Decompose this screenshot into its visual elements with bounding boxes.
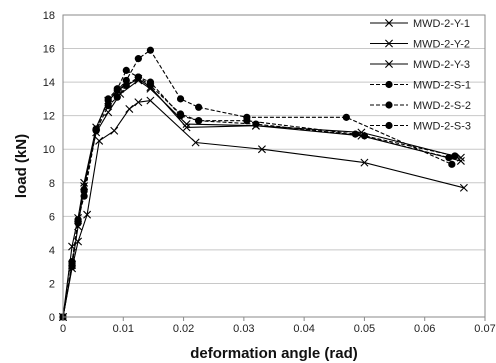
data-point xyxy=(122,76,130,85)
legend-marker xyxy=(385,39,393,48)
data-point xyxy=(74,219,82,227)
x-tick-label: 0.05 xyxy=(354,323,375,335)
data-point xyxy=(176,95,185,103)
data-point xyxy=(459,183,468,192)
legend-marker xyxy=(385,19,393,27)
series-MWD-2-S-3 xyxy=(59,66,459,321)
data-point xyxy=(95,136,104,145)
x-tick-label: 0.04 xyxy=(293,323,314,335)
x-tick-label: 0.02 xyxy=(173,323,194,335)
legend-label: MWD-2-S-2 xyxy=(413,100,471,112)
data-point xyxy=(176,112,185,120)
legend-item: MWD-2-Y-3 xyxy=(370,59,470,71)
y-tick-label: 2 xyxy=(49,278,55,290)
series-layer xyxy=(59,46,468,321)
y-tick-label: 18 xyxy=(43,10,55,22)
data-point xyxy=(125,104,134,113)
data-point xyxy=(110,126,119,135)
legend-marker xyxy=(385,101,393,109)
data-point xyxy=(342,113,350,121)
y-axis-title: load (kN) xyxy=(13,134,30,198)
series-line xyxy=(62,76,449,318)
series-MWD-2-S-1 xyxy=(59,46,456,321)
data-point xyxy=(351,130,359,138)
x-tick-label: 0.03 xyxy=(233,323,254,335)
y-tick-label: 0 xyxy=(49,312,55,324)
series-line xyxy=(62,100,465,318)
legend-item: MWD-2-S-1 xyxy=(370,80,471,92)
data-point xyxy=(445,154,453,162)
data-point xyxy=(451,152,459,160)
data-point xyxy=(252,120,260,128)
series-MWD-2-Y-1 xyxy=(59,96,468,321)
x-axis-title: deformation angle (rad) xyxy=(190,345,358,362)
data-point xyxy=(80,192,88,200)
data-point xyxy=(182,120,191,129)
data-point xyxy=(113,93,121,101)
legend-item: MWD-2-S-2 xyxy=(370,100,471,112)
data-point xyxy=(243,117,251,125)
data-point xyxy=(257,145,266,154)
y-tick-label: 14 xyxy=(43,77,55,89)
data-point xyxy=(146,78,155,86)
data-point xyxy=(80,185,88,194)
x-tick-label: 0.06 xyxy=(414,323,435,335)
data-point xyxy=(456,156,465,165)
legend-label: MWD-2-Y-1 xyxy=(413,18,470,30)
data-point xyxy=(360,132,369,140)
data-point xyxy=(195,103,203,111)
legend: MWD-2-Y-1 MWD-2-Y-2 MWD-2-Y-3 MWD-2-S-1 MWD-… xyxy=(370,18,471,133)
y-tick-label: 6 xyxy=(49,211,55,223)
data-point xyxy=(456,153,465,162)
data-point xyxy=(134,98,143,107)
legend-item: MWD-2-S-3 xyxy=(370,121,471,133)
series-MWD-2-Y-2 xyxy=(59,76,465,321)
legend-marker xyxy=(385,60,393,68)
plot-frame xyxy=(62,14,486,318)
data-point xyxy=(448,160,456,168)
y-tick-label: 8 xyxy=(49,178,55,190)
y-tick-label: 4 xyxy=(49,245,55,257)
data-point xyxy=(83,210,92,219)
data-point xyxy=(68,258,76,266)
legend-item: MWD-2-Y-2 xyxy=(370,39,470,51)
data-point xyxy=(104,95,112,103)
data-point xyxy=(146,46,155,54)
data-point xyxy=(146,96,155,105)
y-tick-label: 10 xyxy=(43,144,55,156)
data-point xyxy=(92,125,100,133)
y-axis-ticks: 0 2 4 6 8 10 12 14 16 18 xyxy=(43,10,55,324)
data-point xyxy=(122,81,130,90)
legend-item: MWD-2-Y-1 xyxy=(370,18,470,30)
legend-marker xyxy=(385,121,393,130)
x-axis-ticks: 0 0.01 0.02 0.03 0.04 0.05 0.06 0.07 xyxy=(60,317,496,335)
data-point xyxy=(134,55,142,63)
legend-label: MWD-2-Y-2 xyxy=(413,39,470,51)
data-point xyxy=(360,158,369,167)
legend-label: MWD-2-S-3 xyxy=(413,121,471,133)
legend-label: MWD-2-Y-3 xyxy=(413,59,470,71)
x-tick-label: 0 xyxy=(60,323,66,335)
legend-label: MWD-2-S-1 xyxy=(413,80,471,92)
data-point xyxy=(195,117,203,125)
data-point xyxy=(134,73,142,81)
data-point xyxy=(113,85,121,93)
y-tick-label: 12 xyxy=(43,111,55,123)
data-point xyxy=(191,138,200,147)
series-line xyxy=(62,78,462,318)
legend-marker xyxy=(385,80,393,89)
series-line xyxy=(62,69,456,318)
y-tick-label: 16 xyxy=(43,44,55,56)
x-tick-label: 0.01 xyxy=(113,323,134,335)
x-tick-label: 0.07 xyxy=(474,323,495,335)
data-point xyxy=(182,123,191,132)
data-point xyxy=(122,66,130,74)
